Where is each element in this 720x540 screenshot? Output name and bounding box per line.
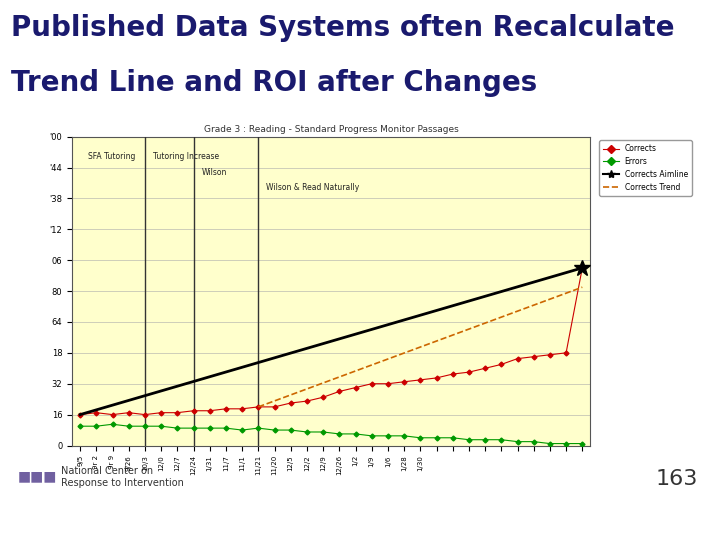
Text: 163: 163 xyxy=(656,469,698,489)
Text: Published Data Systems often Recalculate: Published Data Systems often Recalculate xyxy=(11,14,675,42)
Text: ■■■: ■■■ xyxy=(18,469,58,483)
Legend: Corrects, Errors, Corrects Aimline, Corrects Trend: Corrects, Errors, Corrects Aimline, Corr… xyxy=(600,140,692,195)
Title: Grade 3 : Reading - Standard Progress Monitor Passages: Grade 3 : Reading - Standard Progress Mo… xyxy=(204,125,459,134)
Text: Trend Line and ROI after Changes: Trend Line and ROI after Changes xyxy=(11,69,537,97)
Text: Wilson: Wilson xyxy=(202,167,227,177)
Text: SFA Tutoring: SFA Tutoring xyxy=(88,152,135,161)
Text: National Center on
Response to Intervention: National Center on Response to Intervent… xyxy=(61,467,184,488)
Text: Tutoring Increase: Tutoring Increase xyxy=(153,152,219,161)
Text: Wilson & Read Naturally: Wilson & Read Naturally xyxy=(266,183,360,192)
